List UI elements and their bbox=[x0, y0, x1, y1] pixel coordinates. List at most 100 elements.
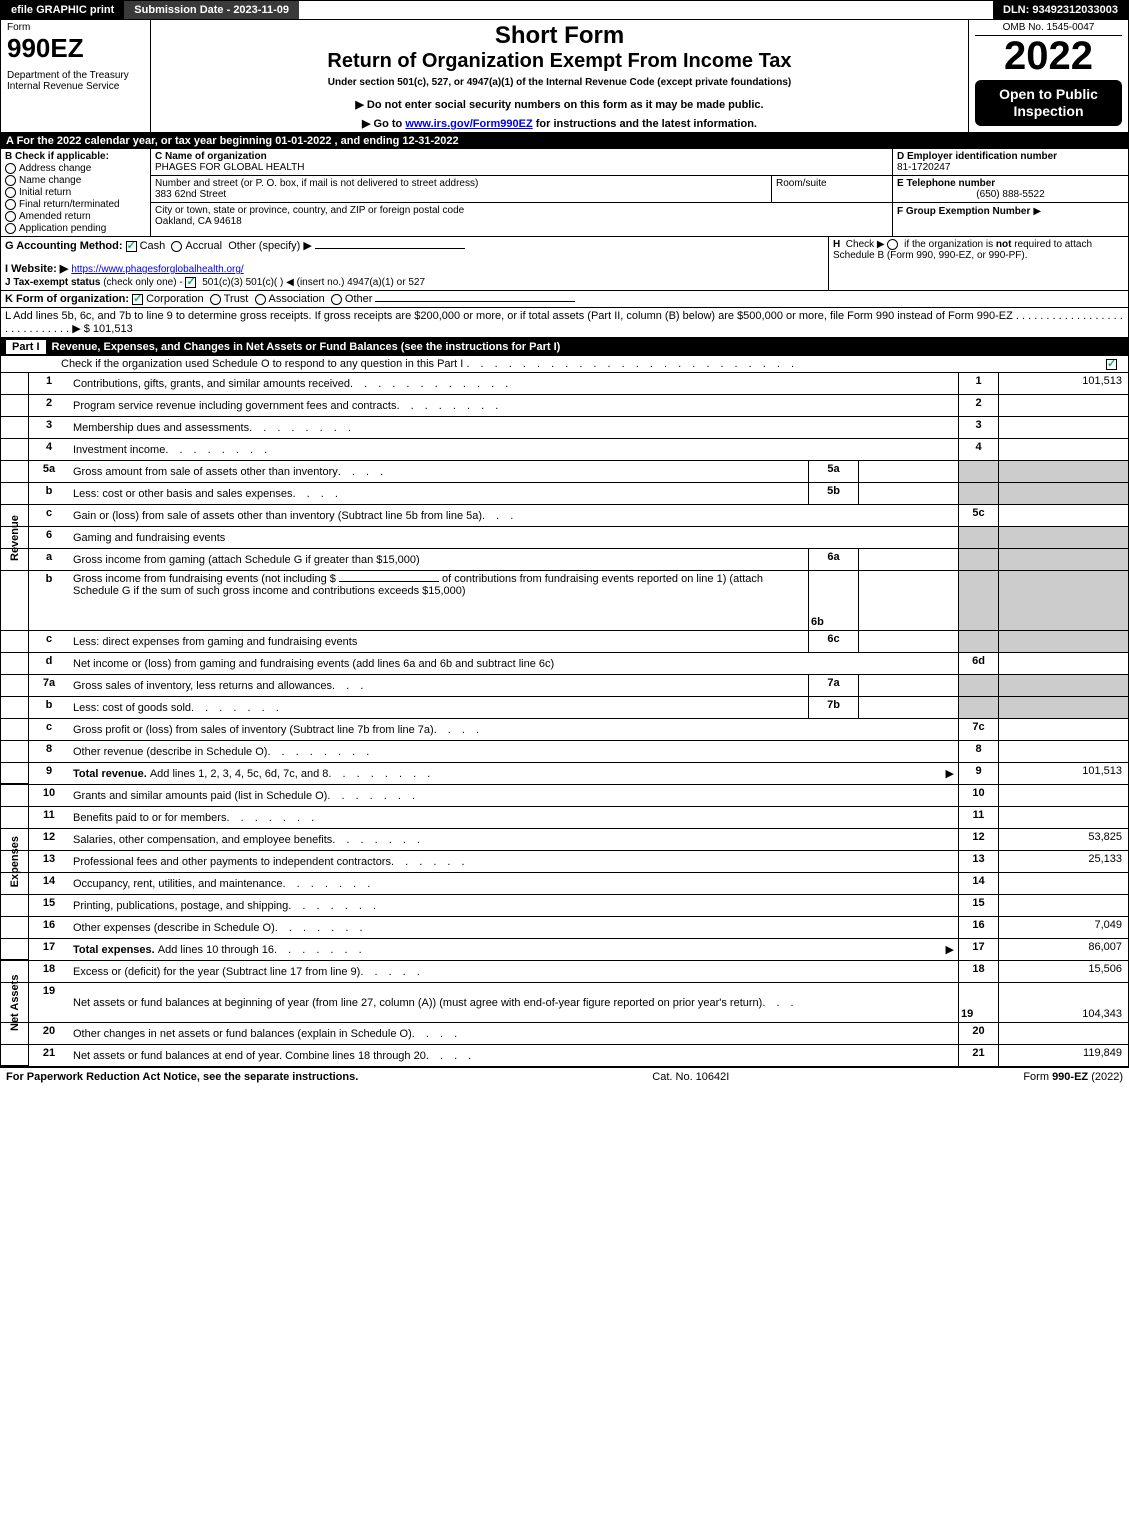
ln-9: 9 bbox=[29, 763, 69, 784]
ln-3: 3 bbox=[29, 417, 69, 438]
main-table: 1 Contributions, gifts, grants, and simi… bbox=[0, 373, 1129, 1067]
row-12: 12 Salaries, other compensation, and emp… bbox=[1, 829, 1128, 851]
row-10: 10 Grants and similar amounts paid (list… bbox=[1, 785, 1128, 807]
sub-6c: 6c bbox=[808, 631, 858, 652]
part1-title: Revenue, Expenses, and Changes in Net As… bbox=[52, 341, 561, 353]
g-label: G Accounting Method: bbox=[5, 240, 123, 252]
k-assoc-label: Association bbox=[269, 293, 325, 305]
amt-2 bbox=[998, 395, 1128, 416]
k-trust-checkbox[interactable] bbox=[210, 294, 221, 305]
k-corp-checkbox[interactable] bbox=[132, 294, 143, 305]
num-4: 4 bbox=[958, 439, 998, 460]
row-8: 8 Other revenue (describe in Schedule O)… bbox=[1, 741, 1128, 763]
h-checkbox[interactable] bbox=[887, 239, 898, 250]
sub-6b: 6b bbox=[808, 571, 858, 630]
desc-6d: Net income or (loss) from gaming and fun… bbox=[73, 658, 554, 670]
ln-7a: 7a bbox=[29, 675, 69, 696]
ln-11: 11 bbox=[29, 807, 69, 828]
ln-6b: b bbox=[29, 571, 69, 630]
amt-16: 7,049 bbox=[998, 917, 1128, 938]
b-application-pending[interactable]: Application pending bbox=[5, 222, 146, 234]
b-initial-return[interactable]: Initial return bbox=[5, 186, 146, 198]
form-label: Form bbox=[7, 22, 144, 33]
row-14: 14 Occupancy, rent, utilities, and maint… bbox=[1, 873, 1128, 895]
c-name-label: C Name of organization bbox=[155, 151, 888, 162]
row-6a: a Gross income from gaming (attach Sched… bbox=[1, 549, 1128, 571]
row-9: 9 Total revenue. Add lines 1, 2, 3, 4, 5… bbox=[1, 763, 1128, 785]
b-final-return[interactable]: Final return/terminated bbox=[5, 198, 146, 210]
g-cash-checkbox[interactable] bbox=[126, 241, 137, 252]
ln-4: 4 bbox=[29, 439, 69, 460]
goto-line: ▶ Go to www.irs.gov/Form990EZ for instru… bbox=[157, 117, 962, 130]
row-13: Expenses 13 Professional fees and other … bbox=[1, 851, 1128, 873]
amt-18: 15,506 bbox=[998, 961, 1128, 982]
ln-6: 6 bbox=[29, 527, 69, 548]
subval-7a bbox=[858, 675, 958, 696]
goto-prefix: ▶ Go to bbox=[362, 118, 405, 130]
footer-right: Form 990-EZ (2022) bbox=[1023, 1071, 1123, 1083]
amt-8 bbox=[998, 741, 1128, 762]
desc-10: Grants and similar amounts paid (list in… bbox=[73, 790, 327, 802]
g-accrual-label: Accrual bbox=[185, 240, 222, 252]
ln-12: 12 bbox=[29, 829, 69, 850]
input-6b-amount[interactable] bbox=[339, 581, 439, 582]
under-section: Under section 501(c), 527, or 4947(a)(1)… bbox=[157, 77, 962, 88]
desc-5c: Gain or (loss) from sale of assets other… bbox=[73, 510, 482, 522]
ln-19: 19 bbox=[29, 983, 69, 1022]
amt-5c bbox=[998, 505, 1128, 526]
section-g-h: G Accounting Method: Cash Accrual Other … bbox=[0, 237, 1129, 291]
footer-mid: Cat. No. 10642I bbox=[652, 1071, 729, 1083]
b-address-change[interactable]: Address change bbox=[5, 162, 146, 174]
j-note: (check only one) - bbox=[103, 277, 182, 288]
part1-check-text: Check if the organization used Schedule … bbox=[61, 358, 463, 370]
g-accrual-checkbox[interactable] bbox=[171, 241, 182, 252]
row-6: Revenue 6 Gaming and fundraising events bbox=[1, 527, 1128, 549]
website-link[interactable]: https://www.phagesforglobalhealth.org/ bbox=[71, 264, 243, 275]
b-label: B Check if applicable: bbox=[5, 151, 146, 162]
desc-20: Other changes in net assets or fund bala… bbox=[73, 1028, 412, 1040]
b-name-change[interactable]: Name change bbox=[5, 174, 146, 186]
arrow-icon-17: ▶ bbox=[946, 943, 954, 956]
e-phone-label: E Telephone number bbox=[897, 178, 1124, 189]
g-other-input[interactable] bbox=[315, 248, 465, 249]
g-other-label: Other (specify) ▶ bbox=[228, 240, 312, 252]
row-7c: c Gross profit or (loss) from sales of i… bbox=[1, 719, 1128, 741]
h-text: H Check ▶ if the organization is not req… bbox=[833, 239, 1124, 261]
sub-7b: 7b bbox=[808, 697, 858, 718]
row-17: 17 Total expenses. Add lines 10 through … bbox=[1, 939, 1128, 961]
num-18: 18 bbox=[958, 961, 998, 982]
ln-1: 1 bbox=[29, 373, 69, 394]
num-5c: 5c bbox=[958, 505, 998, 526]
d-ein-label: D Employer identification number bbox=[897, 151, 1124, 162]
desc-8: Other revenue (describe in Schedule O) bbox=[73, 746, 267, 758]
ln-5b: b bbox=[29, 483, 69, 504]
desc-17-bold: Total expenses. bbox=[73, 944, 155, 956]
amt-13: 25,133 bbox=[998, 851, 1128, 872]
amt-1: 101,513 bbox=[998, 373, 1128, 394]
desc-7c: Gross profit or (loss) from sales of inv… bbox=[73, 724, 434, 736]
j-501c3-checkbox[interactable] bbox=[185, 277, 196, 288]
l-text: L Add lines 5b, 6c, and 7b to line 9 to … bbox=[1, 308, 1128, 337]
desc-1: Contributions, gifts, grants, and simila… bbox=[73, 378, 350, 390]
k-assoc-checkbox[interactable] bbox=[255, 294, 266, 305]
irs-link[interactable]: www.irs.gov/Form990EZ bbox=[405, 118, 532, 130]
row-5c: c Gain or (loss) from sale of assets oth… bbox=[1, 505, 1128, 527]
k-other-input[interactable] bbox=[375, 301, 575, 302]
form-number: 990EZ bbox=[7, 33, 144, 64]
part1-checkbox[interactable] bbox=[1106, 359, 1117, 370]
num-15: 15 bbox=[958, 895, 998, 916]
sub-5b: 5b bbox=[808, 483, 858, 504]
desc-13: Professional fees and other payments to … bbox=[73, 856, 391, 868]
part1-tag: Part I bbox=[6, 340, 46, 354]
amt-6-grey bbox=[998, 527, 1128, 548]
k-trust-label: Trust bbox=[224, 293, 249, 305]
k-other-checkbox[interactable] bbox=[331, 294, 342, 305]
ln-2: 2 bbox=[29, 395, 69, 416]
num-6b-grey bbox=[958, 571, 998, 630]
top-bar: efile GRAPHIC print Submission Date - 20… bbox=[0, 0, 1129, 20]
num-3: 3 bbox=[958, 417, 998, 438]
num-6-grey bbox=[958, 527, 998, 548]
row-6c: c Less: direct expenses from gaming and … bbox=[1, 631, 1128, 653]
b-amended-return[interactable]: Amended return bbox=[5, 210, 146, 222]
amt-5b-grey bbox=[998, 483, 1128, 504]
